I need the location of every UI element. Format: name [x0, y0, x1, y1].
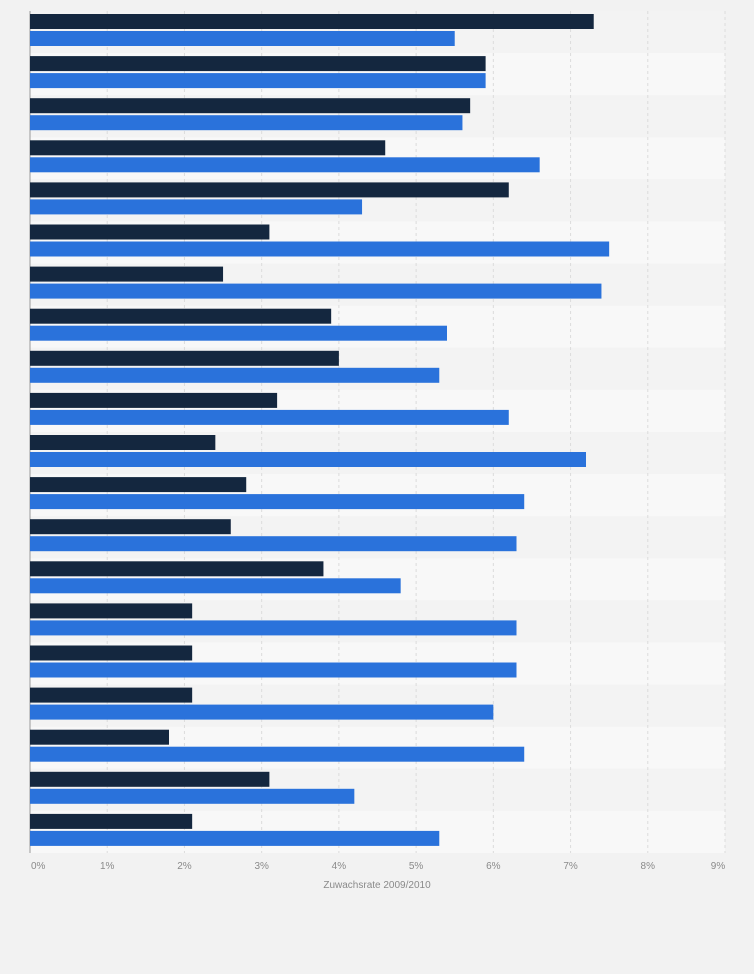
- bar-series-1: [30, 266, 224, 282]
- bar-series-2: [30, 620, 517, 636]
- bar-series-2: [30, 494, 525, 510]
- row-bands: [30, 11, 725, 853]
- bar-series-2: [30, 73, 486, 89]
- x-axis-ticks: 0% 1% 2% 3% 4% 5% 6% 7% 8% 9%: [31, 861, 725, 872]
- bar-series-1: [30, 14, 594, 29]
- bar-series-1: [30, 224, 270, 240]
- bar-series-1: [30, 771, 270, 787]
- bar-series-2: [30, 31, 455, 46]
- bar-series-1: [30, 603, 193, 619]
- bar-series-1: [30, 182, 509, 198]
- x-tick-label: 7%: [563, 861, 578, 872]
- bar-series-2: [30, 578, 401, 594]
- bar-series-2: [30, 283, 602, 299]
- x-tick-label: 8%: [641, 861, 656, 872]
- bar-series-1: [30, 435, 216, 450]
- bar-series-1: [30, 308, 332, 324]
- x-tick-label: 2%: [177, 861, 192, 872]
- x-tick-label: 0%: [31, 861, 46, 872]
- bar-series-2: [30, 746, 525, 762]
- bar-series-2: [30, 536, 517, 552]
- bar-series-2: [30, 199, 363, 215]
- bar-series-1: [30, 561, 324, 577]
- bar-series-2: [30, 409, 509, 425]
- bar-series-1: [30, 813, 193, 829]
- x-tick-label: 6%: [486, 861, 501, 872]
- bar-series-1: [30, 645, 193, 661]
- bar-series-2: [30, 704, 494, 720]
- x-axis-label: Zuwachsrate 2009/2010: [323, 880, 431, 891]
- bar-series-2: [30, 115, 463, 131]
- bar-series-2: [30, 452, 586, 467]
- bar-series-1: [30, 98, 471, 114]
- x-tick-label: 1%: [100, 861, 115, 872]
- bar-series-2: [30, 241, 610, 257]
- bar-series-1: [30, 56, 486, 72]
- bar-series-2: [30, 325, 447, 341]
- bar-series-1: [30, 729, 169, 745]
- bar-series-2: [30, 788, 355, 804]
- x-tick-label: 3%: [254, 861, 269, 872]
- bar-series-2: [30, 367, 440, 383]
- bar-series-2: [30, 830, 440, 846]
- bar-series-1: [30, 392, 278, 408]
- bars: [30, 14, 610, 846]
- bar-series-1: [30, 350, 339, 366]
- bar-series-2: [30, 662, 517, 678]
- x-tick-label: 5%: [409, 861, 424, 872]
- bar-series-1: [30, 477, 247, 493]
- bar-series-1: [30, 140, 386, 156]
- bar-series-2: [30, 157, 540, 173]
- x-tick-label: 9%: [711, 861, 726, 872]
- bar-series-1: [30, 687, 193, 703]
- bar-series-1: [30, 519, 231, 535]
- x-tick-label: 4%: [332, 861, 347, 872]
